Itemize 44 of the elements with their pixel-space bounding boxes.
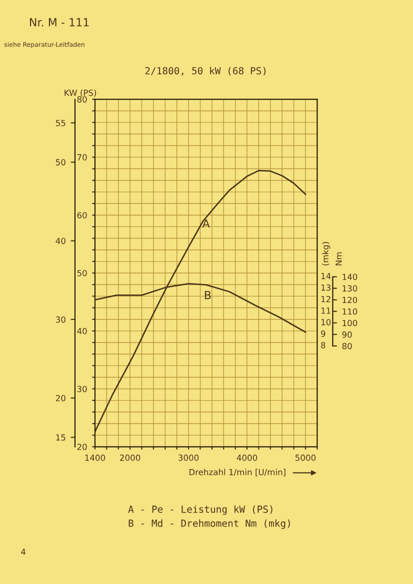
text: 8 <box>321 342 326 348</box>
y-tick-label: 40 <box>77 328 87 334</box>
x-tick-label: 5000 <box>296 454 316 461</box>
y3-tick-label: 20 <box>56 395 66 402</box>
y3-tick-label: 15 <box>56 434 66 441</box>
annotation: A <box>202 219 210 228</box>
annotation: B <box>204 290 211 300</box>
y-tick-label: 60 <box>77 212 87 218</box>
y2-tick-label: 110 <box>342 308 358 315</box>
text: 14 <box>321 272 331 280</box>
text: A - Pe - Leistung kW (PS) <box>128 505 272 515</box>
y-tick-label: 30 <box>77 386 87 392</box>
y-tick-label: 80 <box>77 96 87 103</box>
y3-tick-label: 40 <box>56 238 66 244</box>
text: 4 <box>21 548 26 555</box>
x-tick-label: 4000 <box>236 454 258 461</box>
x-tick-label: 1400 <box>85 454 106 461</box>
y2-tick-label: 140 <box>342 274 358 280</box>
y2-tick-label: 130 <box>342 285 358 292</box>
y-tick-label: 50 <box>77 270 87 276</box>
y2-tick-label: 100 <box>342 320 358 326</box>
text: 11 <box>321 308 330 314</box>
y3-tick-label: 55 <box>56 120 66 126</box>
chart-title: 2/1800, 50 kW (68 PS) <box>145 66 266 76</box>
y2-axis-title: Nm <box>336 252 342 266</box>
y2-tick-label: 120 <box>342 296 358 304</box>
x-tick-label: 3000 <box>178 454 199 461</box>
text: Nr. M - 111 <box>30 18 89 26</box>
line-series <box>94 170 306 432</box>
y2-tick-label: 80 <box>342 342 352 350</box>
x-axis-title: Drehzahl 1/min [U/min] <box>190 468 286 476</box>
y3-tick-label: 30 <box>56 316 66 323</box>
text: 12 <box>321 296 330 302</box>
text: B - Md - Drehmoment Nm (mkg) <box>128 519 290 529</box>
text: 10 <box>321 319 331 326</box>
text: 13 <box>321 284 330 291</box>
y-tick-label: 70 <box>77 154 87 160</box>
y-axis-title: KW (PS) <box>64 89 96 97</box>
y2-tick-label: 90 <box>342 331 352 338</box>
text: 9 <box>321 330 326 337</box>
y3-tick-label: 50 <box>56 159 66 166</box>
text: (mkg) <box>322 242 330 266</box>
x-tick-label: 2000 <box>120 454 140 461</box>
y-tick-label: 20 <box>77 444 87 450</box>
